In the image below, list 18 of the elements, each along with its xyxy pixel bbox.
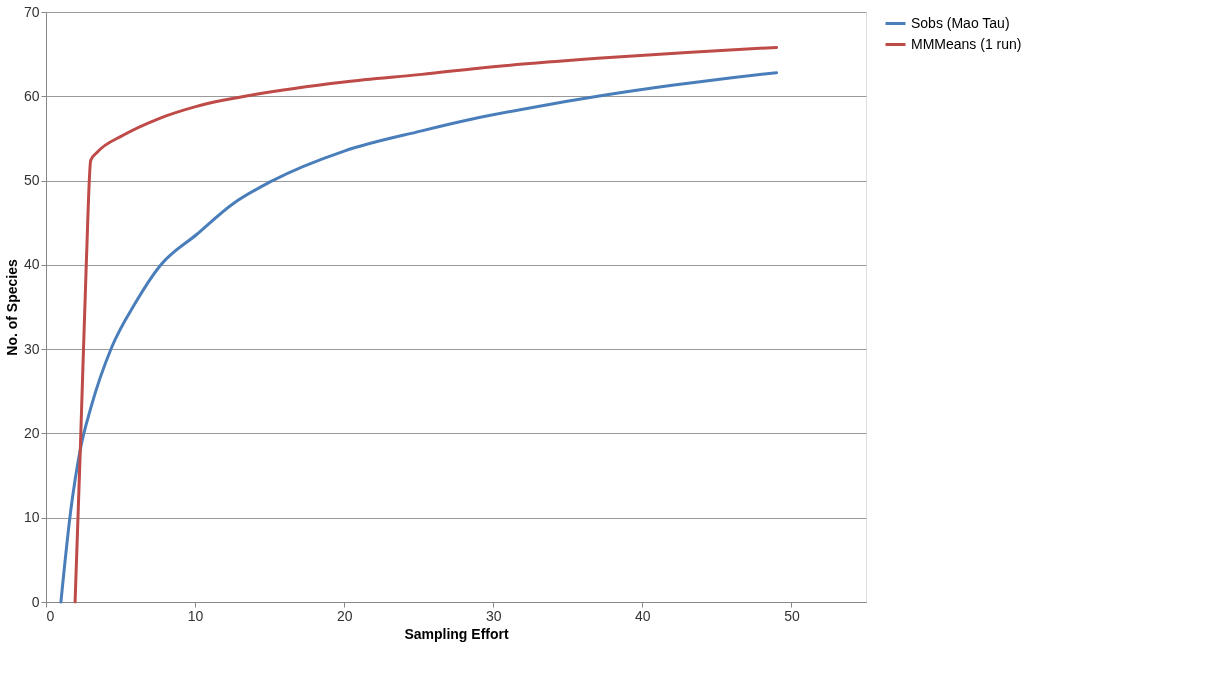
y-tick-label: 60 — [23, 87, 40, 104]
y-tick-label: 20 — [23, 424, 40, 441]
x-tick-label: 40 — [635, 607, 651, 624]
x-axis-title: Sampling Effort — [404, 625, 509, 642]
y-tick-label: 10 — [23, 509, 40, 526]
x-tick-label: 0 — [46, 607, 55, 624]
x-tick-label: 30 — [485, 607, 502, 624]
y-tick-label: 0 — [31, 593, 40, 610]
x-tick-label: 50 — [784, 607, 800, 624]
legend-label: Sobs (Mao Tau) — [911, 14, 1010, 31]
x-tick-label: 10 — [187, 607, 204, 624]
y-tick-label: 30 — [23, 340, 40, 357]
y-tick-label: 50 — [23, 172, 40, 189]
y-tick-label: 40 — [23, 256, 40, 273]
y-tick-label: 70 — [23, 3, 40, 20]
y-axis-title: No. of Species — [3, 259, 20, 356]
legend-label: MMMeans (1 run) — [911, 35, 1022, 52]
x-tick-label: 20 — [336, 607, 353, 624]
